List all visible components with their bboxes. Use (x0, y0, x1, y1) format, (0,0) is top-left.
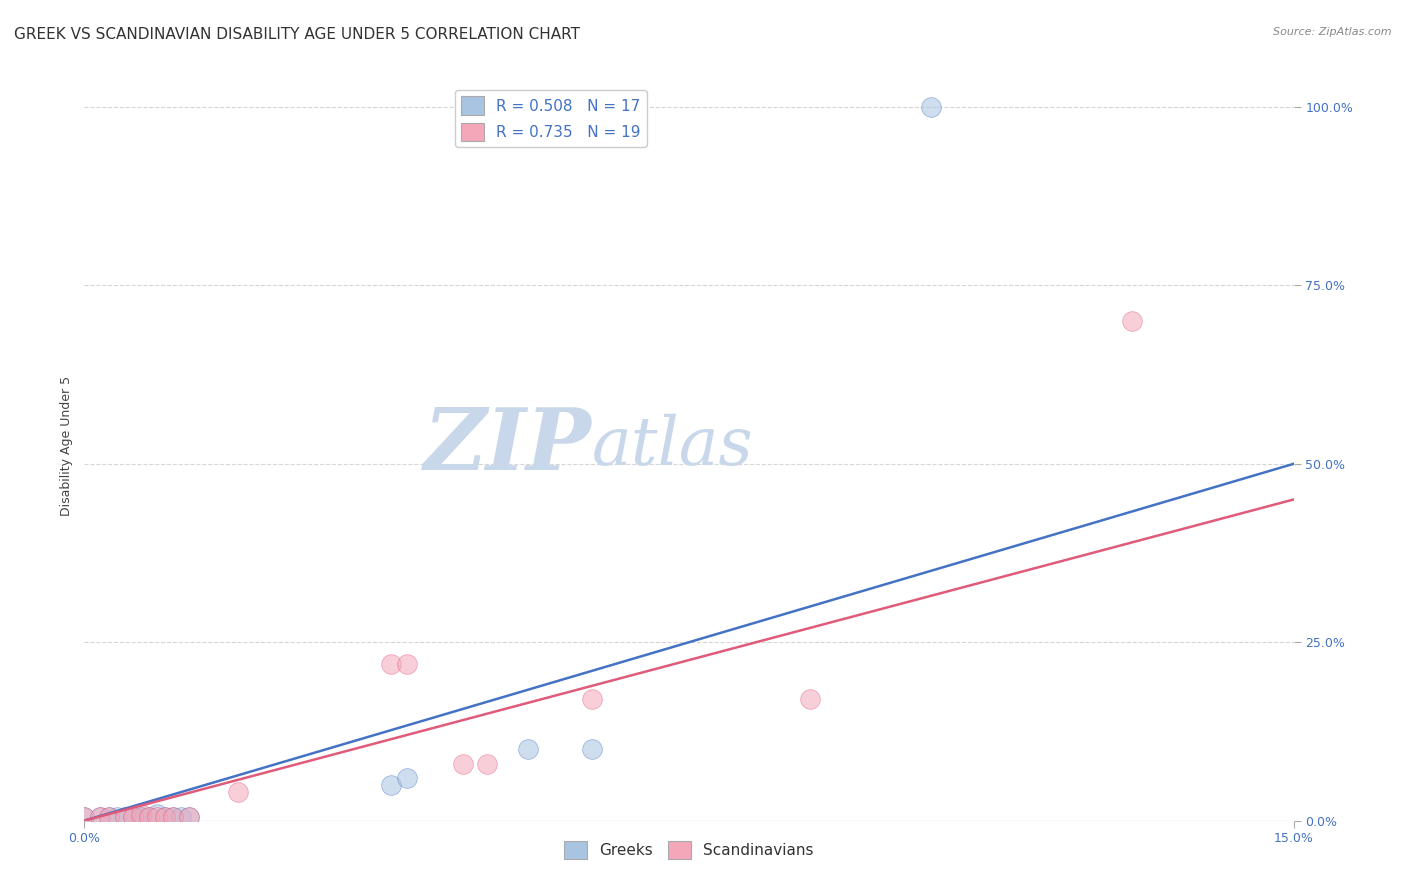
Point (73, 810, 96, 824)
Point (395, 771, 418, 785)
Point (121, 810, 143, 824)
Point (395, 657, 418, 671)
Text: atlas: atlas (592, 413, 754, 479)
Point (799, 692, 821, 706)
Point (179, 810, 201, 824)
Point (581, 742, 603, 756)
Point (380, 657, 402, 671)
Y-axis label: Disability Age Under 5: Disability Age Under 5 (60, 376, 73, 516)
Text: ZIP: ZIP (425, 404, 592, 488)
Point (129, 806, 152, 821)
Point (179, 810, 201, 824)
Point (114, 810, 136, 824)
Point (129, 810, 152, 824)
Legend: Greeks, Scandinavians: Greeks, Scandinavians (558, 835, 820, 865)
Point (97, 810, 120, 824)
Point (162, 810, 184, 824)
Point (226, 785, 249, 799)
Point (138, 810, 160, 824)
Point (146, 810, 169, 824)
Point (73, 810, 96, 824)
Point (581, 692, 603, 706)
Point (146, 806, 169, 821)
Point (153, 810, 176, 824)
Point (121, 810, 143, 824)
Point (1121, 314, 1143, 328)
Text: Source: ZipAtlas.com: Source: ZipAtlas.com (1274, 27, 1392, 37)
Point (477, 756, 499, 771)
Point (114, 810, 136, 824)
Point (170, 810, 193, 824)
Point (89, 810, 111, 824)
Point (105, 810, 128, 824)
Point (153, 810, 176, 824)
Point (89, 810, 111, 824)
Point (162, 810, 184, 824)
Point (380, 778, 402, 792)
Text: GREEK VS SCANDINAVIAN DISABILITY AGE UNDER 5 CORRELATION CHART: GREEK VS SCANDINAVIAN DISABILITY AGE UND… (14, 27, 581, 42)
Point (516, 742, 538, 756)
Point (138, 810, 160, 824)
Point (920, 100, 942, 114)
Point (129, 810, 152, 824)
Point (97, 810, 120, 824)
Point (451, 756, 474, 771)
